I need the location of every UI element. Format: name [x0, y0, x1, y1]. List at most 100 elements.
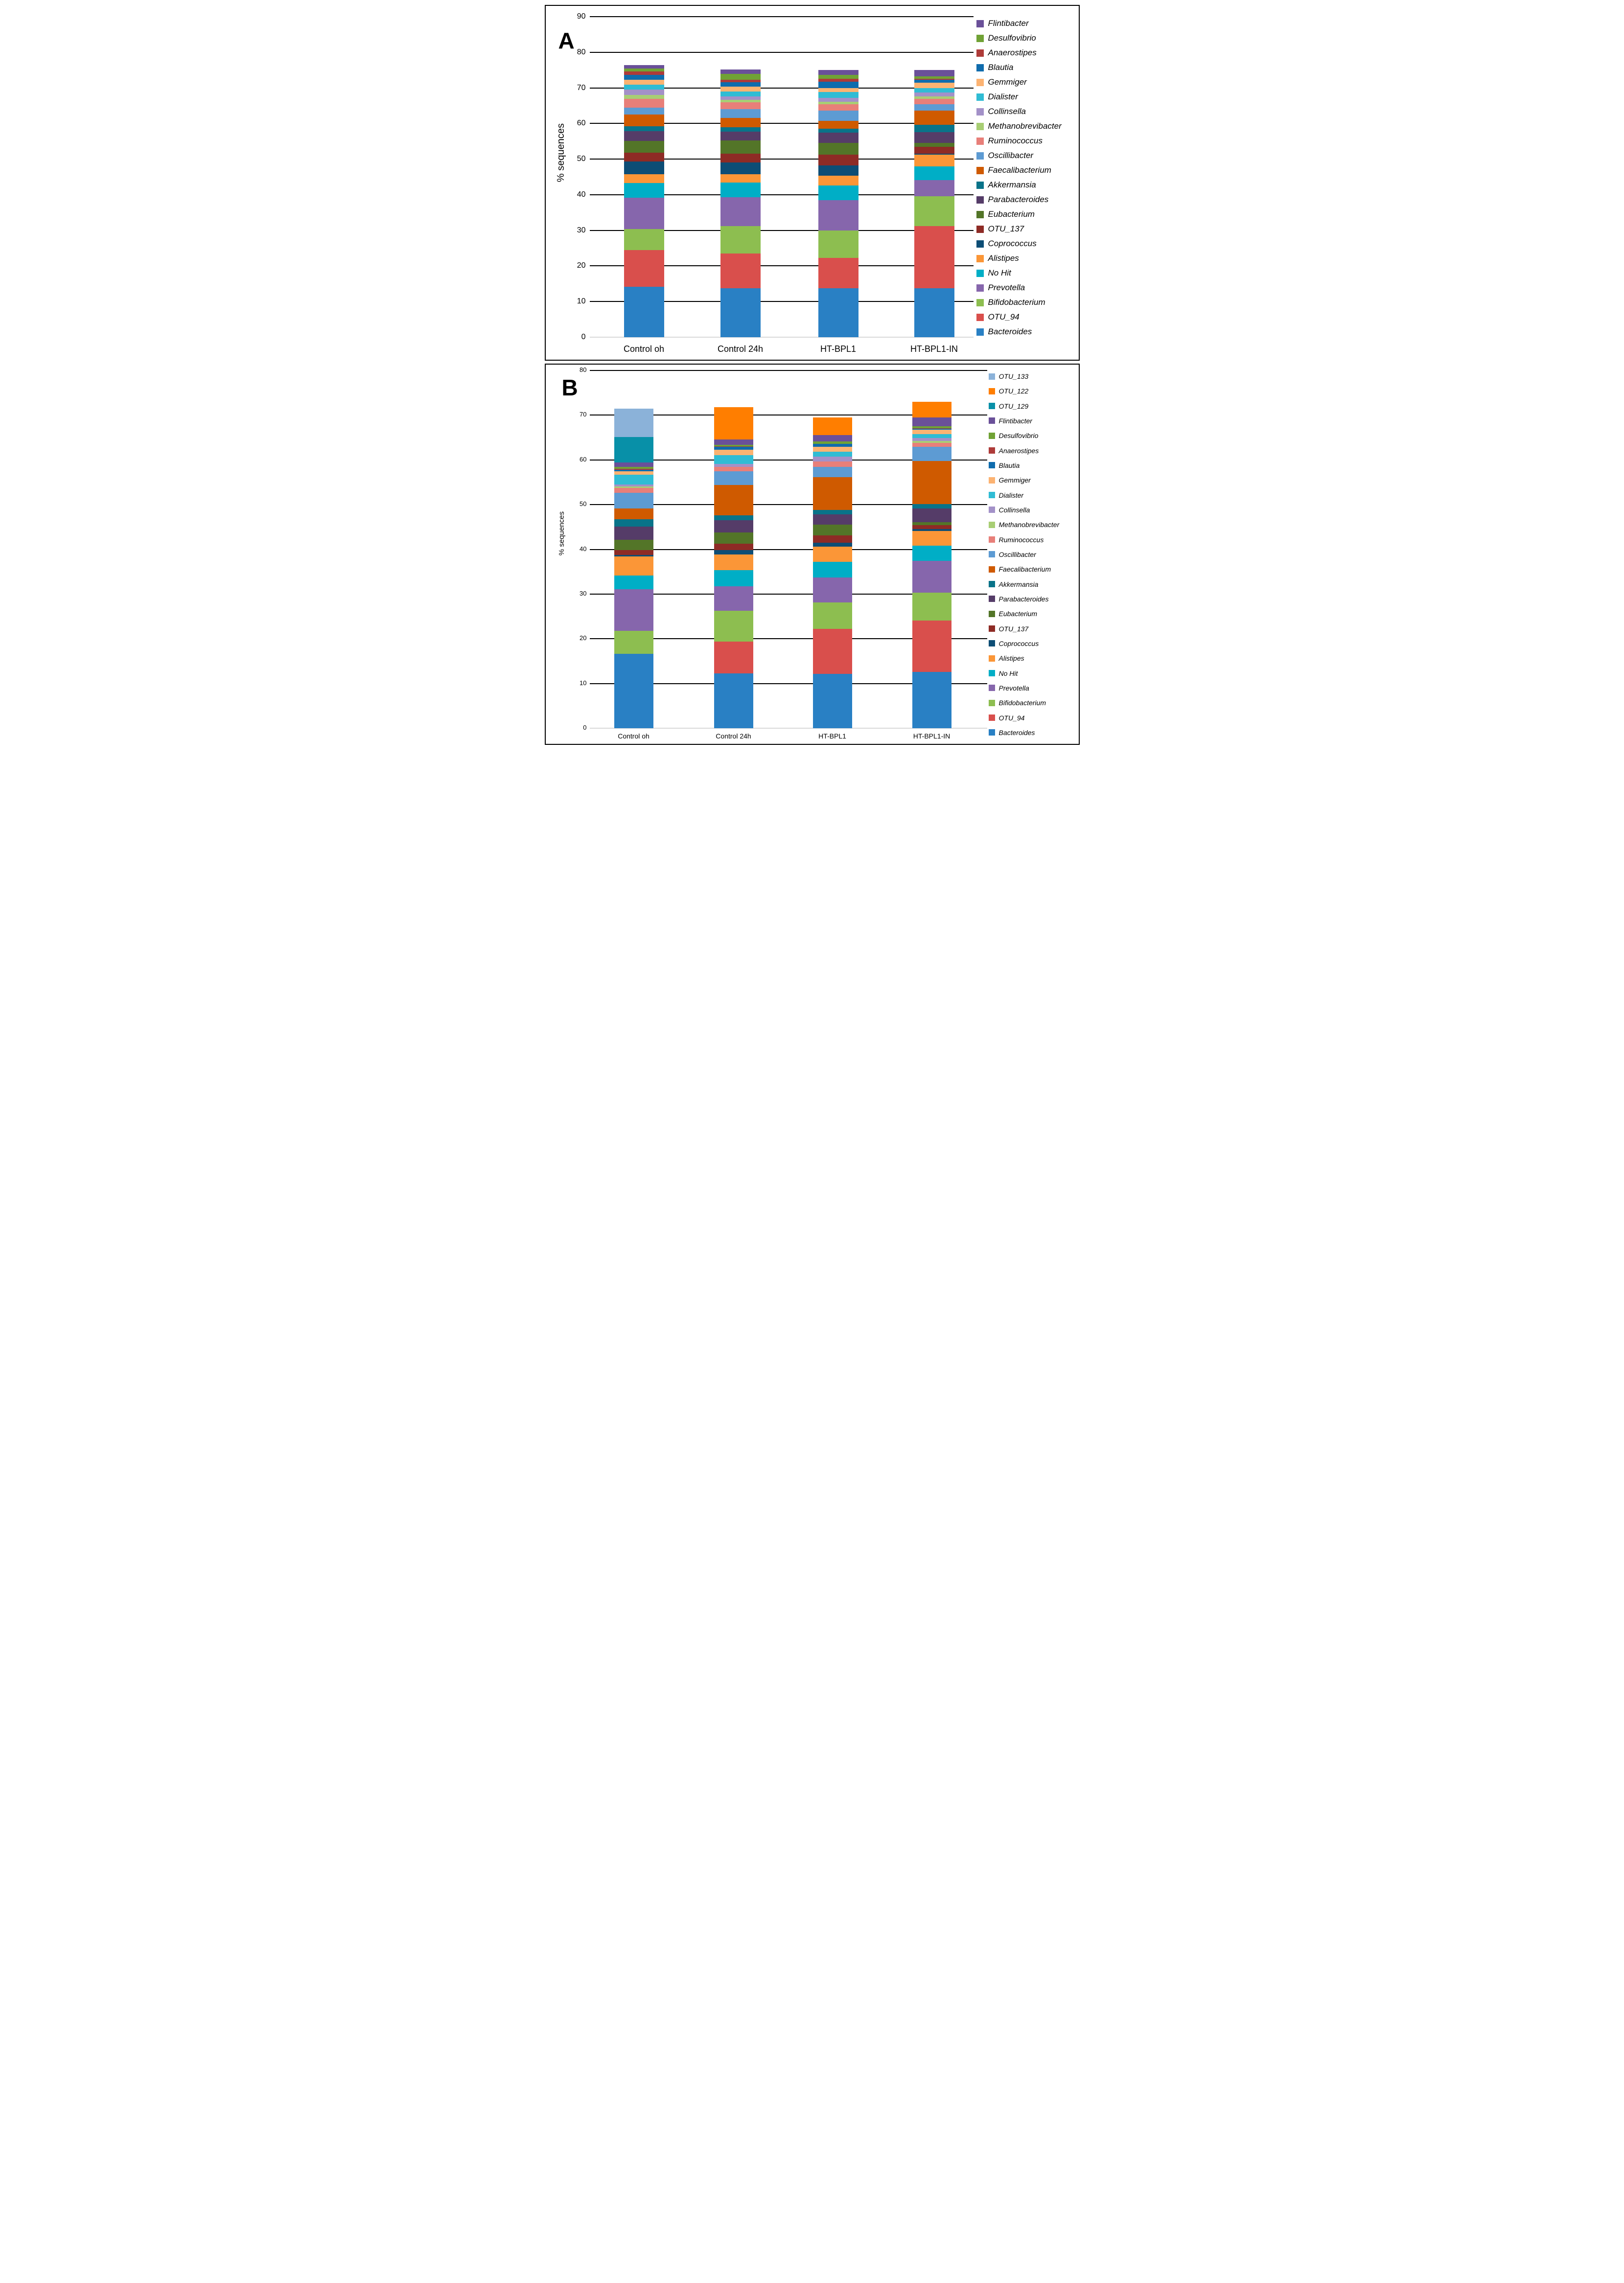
- legend-item-alistipes: Alistipes: [976, 254, 1078, 263]
- legend-swatch-icon: [988, 699, 995, 706]
- y-axis-tick-label-10: 10: [580, 679, 587, 687]
- figure-page: A % sequences 0 10 20 30 40 50 60 70 80 90 Control…: [542, 0, 1082, 750]
- gridline-y-50: [589, 504, 987, 506]
- bar-segment-methanobrevibacter: [818, 101, 858, 105]
- gridline-y-90: [589, 16, 974, 17]
- bar-segment-blautia: [914, 79, 954, 83]
- bar-segment-alistipes: [812, 547, 852, 562]
- bar-segment-gemmiger: [812, 447, 852, 452]
- legend-swatch-icon: [988, 610, 995, 617]
- legend-label: Coprococcus: [988, 239, 1037, 248]
- legend-swatch-icon: [988, 566, 995, 573]
- bar-segment-desulfovibrio: [614, 466, 653, 469]
- legend-swatch-icon: [976, 284, 984, 292]
- bar-segment-bacteroides: [812, 673, 852, 728]
- legend-item-parabacteroides: Parabacteroides: [976, 195, 1078, 205]
- panel-a-plot-area: 0 10 20 30 40 50 60 70 80 90 Control oh Control 24h…: [546, 6, 1079, 360]
- bar-segment-parabacteroides: [624, 131, 664, 141]
- bar-segment-alistipes: [714, 554, 753, 571]
- bar-segment-gemmiger: [714, 449, 753, 455]
- bar-segment-oscillibacter: [624, 108, 664, 115]
- legend-swatch-icon: [988, 729, 995, 736]
- bar-segment-parabacteroides: [614, 526, 653, 540]
- bar-segment-flintibacter: [624, 65, 664, 69]
- bar-segment-bacteroides: [914, 288, 954, 337]
- bar-segment-collinsella: [720, 96, 761, 100]
- bar-segment-bifidobacterium: [614, 630, 653, 654]
- bar-segment-collinsella: [624, 90, 664, 95]
- legend-label: Desulfovibrio: [988, 33, 1036, 43]
- legend-label: Dialister: [998, 491, 1024, 499]
- bar-segment-ruminococcus: [912, 443, 951, 447]
- x-axis-category-label: HT-BPL1: [818, 732, 846, 740]
- legend-item-desulfovibrio: Desulfovibrio: [976, 33, 1078, 43]
- bar-segment-no-hit: [624, 183, 664, 198]
- bar-segment-bacteroides: [714, 673, 753, 728]
- legend-label: Bacteroides: [988, 327, 1032, 336]
- legend-label: OTU_137: [998, 624, 1029, 633]
- bar-segment-otu-137: [912, 525, 951, 529]
- legend-swatch-icon: [988, 477, 995, 484]
- bar-segment-otu-137: [714, 543, 753, 551]
- panel-b-legend: OTU_133 OTU_122 OTU_129 Flintibacter Desulfo…: [988, 372, 1079, 737]
- legend-swatch-icon: [988, 462, 995, 469]
- bar-segment-coprococcus: [812, 542, 852, 547]
- bar-segment-bacteroides: [614, 654, 653, 728]
- bar-segment-blautia: [624, 75, 664, 80]
- bar-segment-otu-94: [720, 253, 761, 289]
- legend-swatch-icon: [988, 417, 995, 424]
- legend-item-blautia: Blautia: [976, 63, 1078, 72]
- bar-segment-collinsella: [812, 457, 852, 461]
- y-axis-tick-label-20: 20: [580, 634, 587, 642]
- bar-segment-prevotella: [714, 586, 753, 611]
- bar-segment-bifidobacterium: [714, 610, 753, 642]
- bar-segment-faecalibacterium: [614, 508, 653, 520]
- legend-label: Flintibacter: [998, 416, 1032, 425]
- bar-segment-coprococcus: [614, 554, 653, 557]
- bar-segment-anaerostipes: [818, 78, 858, 82]
- bar-segment-collinsella: [818, 97, 858, 102]
- legend-label: Methanobrevibacter: [998, 521, 1060, 529]
- bar-segment-blautia: [912, 428, 951, 430]
- bar-segment-coprococcus: [624, 161, 664, 174]
- legend-swatch-icon: [976, 225, 984, 233]
- legend-label: Oscillibacter: [998, 550, 1036, 558]
- legend-swatch-icon: [976, 181, 984, 189]
- bar-segment-oscillibacter: [812, 466, 852, 477]
- legend-swatch-icon: [988, 551, 995, 558]
- bar-segment-faecalibacterium: [812, 477, 852, 510]
- bar-segment-coprococcus: [818, 165, 858, 176]
- bar-segment-blautia: [614, 469, 653, 471]
- legend-label: Flintibacter: [988, 19, 1029, 28]
- bar-segment-otu-94: [624, 250, 664, 287]
- legend-item-gemmiger: Gemmiger: [988, 476, 1079, 484]
- bar-segment-bifidobacterium: [818, 230, 858, 258]
- bar-segment-parabacteroides: [912, 508, 951, 522]
- panel-a-legend: Flintibacter Desulfovibrio Anaerostipes Bla…: [976, 19, 1078, 337]
- y-axis-tick-label-0: 0: [581, 333, 586, 341]
- bar-segment-collinsella: [912, 438, 951, 441]
- bar-segment-otu-122: [912, 402, 951, 418]
- legend-item-akkermansia: Akkermansia: [988, 580, 1079, 588]
- bar-segment-anaerostipes: [624, 71, 664, 75]
- panel-b-y-axis-title: % sequences: [557, 511, 566, 556]
- gridline-y-0: [589, 337, 974, 338]
- bar-segment-desulfovibrio: [624, 69, 664, 72]
- bar-segment-anaerostipes: [912, 428, 951, 429]
- legend-item-faecalibacterium: Faecalibacterium: [976, 165, 1078, 175]
- stacked-bar-ht-bpl1: [818, 69, 858, 337]
- legend-swatch-icon: [988, 670, 995, 677]
- legend-item-eubacterium: Eubacterium: [988, 610, 1079, 618]
- bar-segment-methanobrevibacter: [624, 95, 664, 99]
- bar-segment-oscillibacter: [714, 471, 753, 485]
- legend-label: Collinsella: [988, 107, 1026, 116]
- bar-segment-otu-94: [714, 641, 753, 673]
- legend-swatch-icon: [988, 521, 995, 528]
- legend-swatch-icon: [988, 492, 995, 499]
- bar-segment-blautia: [714, 447, 753, 450]
- bar-segment-eubacterium: [720, 140, 761, 154]
- bar-segment-anaerostipes: [714, 446, 753, 447]
- legend-label: Coprococcus: [998, 639, 1039, 647]
- legend-swatch-icon: [988, 373, 995, 380]
- legend-item-akkermansia: Akkermansia: [976, 180, 1078, 190]
